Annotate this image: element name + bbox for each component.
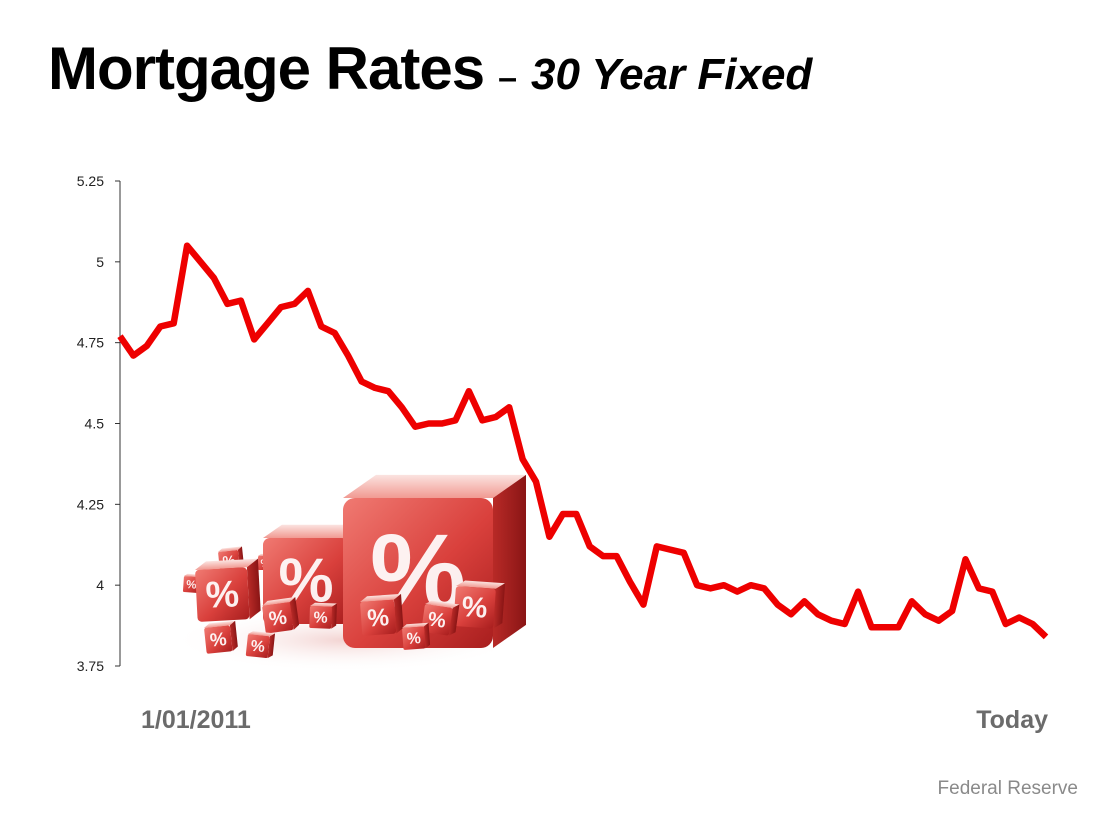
y-tick-label: 4.25	[77, 496, 104, 512]
y-axis-ticks: 5.25 5 4.75 4.5 4.25 4 3.75	[77, 173, 120, 674]
y-tick-label: 5	[96, 254, 104, 270]
x-start-label: 1/01/2011	[141, 706, 251, 734]
series-layer	[117, 242, 1049, 640]
svg-text:%: %	[406, 630, 421, 648]
y-tick-label: 4	[96, 577, 104, 593]
svg-text:%: %	[366, 604, 390, 632]
svg-text:%: %	[250, 638, 266, 656]
svg-text:%: %	[209, 628, 228, 651]
percent-cube: %	[360, 593, 404, 636]
x-end-label: Today	[976, 706, 1048, 734]
svg-text:%: %	[426, 608, 447, 632]
percent-cube: %	[402, 622, 431, 650]
source-note: Federal Reserve	[937, 778, 1078, 799]
svg-text:%: %	[268, 606, 289, 630]
y-tick-label: 3.75	[77, 658, 104, 674]
y-tick-label: 4.75	[77, 335, 104, 351]
chart-title-main: Mortgage Rates	[48, 35, 485, 102]
percent-cube: %	[245, 631, 276, 659]
y-tick-label: 4.5	[85, 416, 105, 432]
svg-text:%: %	[186, 579, 197, 592]
svg-text:%: %	[313, 609, 328, 626]
chart-title: Mortgage Rates –30 Year Fixed	[48, 34, 812, 103]
svg-text:%: %	[205, 572, 240, 616]
percent-cube: %	[262, 596, 300, 634]
percent-cube: %	[453, 580, 506, 629]
percent-cubes-illustration: %%%%%%%%%%%%%%%	[170, 474, 526, 672]
svg-text:%: %	[461, 591, 489, 625]
percent-cube: %	[309, 602, 337, 629]
chart-subtitle: 30 Year Fixed	[531, 50, 813, 99]
y-tick-label: 5.25	[77, 173, 104, 189]
chart-title-separator: –	[498, 59, 518, 97]
percent-cube: %	[204, 620, 238, 654]
series-line	[117, 242, 1049, 640]
percent-cube: %	[421, 600, 460, 636]
percent-cube: %	[195, 558, 261, 622]
